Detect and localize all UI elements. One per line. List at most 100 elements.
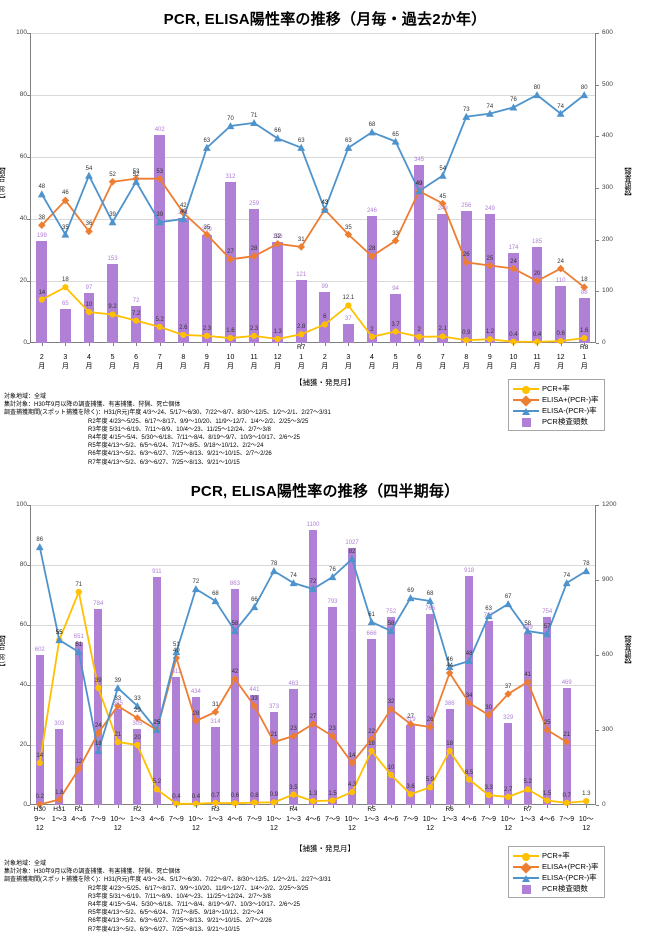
point-value-label: 86 [36,537,44,543]
point-value-label: 73 [462,106,470,113]
point-value-label: 1.5 [328,790,337,797]
x-tick-mark [508,805,510,808]
point-value-label: 28 [250,246,258,253]
footnote-line: R6年度4/13～5/2、6/3～6/27、7/25～8/13、9/21～10/… [88,918,272,925]
y-tick-mark-right [596,188,599,189]
x-tick-mark [566,805,568,808]
x-category-label: 4～6 [149,816,165,823]
point-value-label: 39 [156,212,164,219]
legend-item: PCR検査頭数 [513,416,598,427]
bar-value-label: 345 [414,156,425,163]
quarterly-line-series [35,543,591,809]
point-value-label: 33 [392,230,399,237]
gridline [30,33,596,34]
x-tick-mark [586,805,588,808]
point-value-label: 24 [510,258,517,265]
bar-value-label: 1100 [306,522,320,528]
point-value-label: 2 [370,326,374,333]
bar-value-label: 37 [345,315,352,322]
point-value-label: 1.6 [226,328,235,335]
bar [366,215,378,343]
legend-label: PCR検査頭数 [542,884,588,893]
point-value-label: 54 [85,165,93,172]
y-tick-mark-right [596,291,599,293]
point-value-label: 49 [173,648,180,654]
point-value-label: 58 [524,621,532,627]
point-value-label: 3.3 [484,785,493,792]
point-value-label: 0.6 [556,331,565,338]
legend-key-line-circle-icon [513,384,539,394]
bar-value-label: 305 [132,720,143,727]
point-value-label: 71 [250,112,258,119]
point-value-label: 8.5 [464,769,474,776]
x-category-label: 1～3 [520,816,536,823]
point-value-label: 78 [582,561,590,567]
bar-value-label: 174 [508,245,519,252]
monthly-y-axis-title-left: 【割合（%）】 [0,163,5,202]
x-tick-mark [176,805,178,808]
bar-value-label: 511 [171,669,182,676]
bar-value-label: 246 [366,207,377,214]
y-tick-mark-left [27,219,30,220]
point-value-label: 18 [94,741,102,747]
bar [319,291,331,343]
point-value-label: 10 [387,765,395,771]
bar [555,286,566,343]
y-tick-mark-right [596,655,599,656]
point-value-label: 24 [557,258,564,265]
point-value-label: 14 [36,753,44,759]
point-value-label: 48 [465,651,473,657]
bar [347,548,357,805]
bar-value-label: 209 [201,227,212,234]
point-value-label: 3.7 [391,321,400,328]
x-tick-mark [195,805,197,808]
bar [107,263,118,343]
bar-value-label: 737 [483,612,494,619]
y-tick-mark-left [27,95,30,96]
x-category-label: 7～9 [403,816,418,823]
bar-value-label: 385 [112,700,123,707]
gridline [30,281,596,282]
x-tick-mark [78,805,80,808]
x-tick-mark [39,805,41,808]
point-value-label: 58 [231,621,239,627]
x-tick-mark [254,343,256,346]
point-value-label: 25 [486,255,494,262]
x-group-label: R7 [297,344,306,351]
footnote-line: R6年度4/13～5/2、6/3～6/27、7/25～8/13、9/21～10/… [88,451,272,458]
point-value-label: 45 [439,193,447,200]
y-tick-label-left: 100 [16,501,27,508]
x-category-label: 10～ 12 [578,816,594,832]
point-value-label: 71 [75,582,83,588]
bar [60,309,71,343]
point-value-label: 43 [321,199,329,206]
bar [504,722,513,805]
bar [543,616,552,805]
x-group-label: R5 [367,806,376,813]
x-category-label: 11 月 [250,354,258,370]
x-tick-mark [159,343,161,346]
x-category-label: 10～ 12 [110,816,126,832]
x-category-label: 10～ 12 [500,816,516,832]
x-tick-mark [41,343,43,346]
x-category-label: 7～9 [325,816,340,823]
y-tick-label-right: 300 [602,184,613,191]
bar-value-label: 1027 [345,540,359,547]
footnote-line: 対象地域：全域 [4,861,47,867]
y-tick-mark-left [27,685,30,686]
bar [211,726,220,805]
y-tick-mark-right [596,730,599,731]
monthly-plot-area [30,33,596,345]
bar-value-label: 88 [580,289,588,296]
point-value-label: 35 [203,224,211,231]
x-tick-mark [98,805,100,808]
point-value-label: 35 [345,224,352,231]
point-value-label: 74 [557,103,564,110]
bar-value-label: 434 [190,688,201,695]
bar-value-label: 196 [272,233,283,240]
bar-value-label: 469 [561,679,572,686]
bar [562,687,571,805]
bar [413,164,425,343]
